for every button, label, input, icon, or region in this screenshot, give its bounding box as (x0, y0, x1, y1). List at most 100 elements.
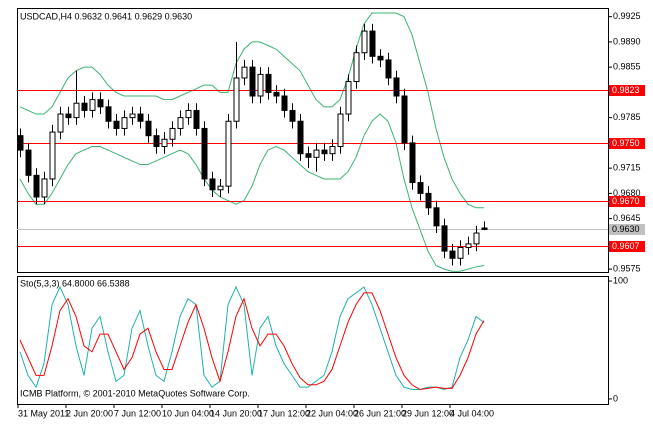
x-tick-label: 7 Jun 12:00 (114, 408, 161, 418)
chart-title: USDCAD,H4 0.9632 0.9641 0.9629 0.9630 (20, 11, 192, 21)
candle-body (105, 106, 112, 122)
candle-body (121, 117, 128, 129)
candle-body (297, 120, 304, 155)
candle-body (193, 109, 200, 129)
candle-body (265, 73, 272, 93)
level-label: 0.9823 (612, 85, 640, 95)
candle-body (161, 138, 168, 147)
overlay: USDCAD,H4 0.9632 0.9641 0.9629 0.9630 St… (17, 11, 645, 418)
x-tick-label: 31 May 2011 (18, 408, 69, 418)
y-tick-label: 0.9890 (613, 36, 641, 46)
candle-body (49, 131, 56, 180)
candle-body (153, 135, 160, 147)
candle-body (25, 149, 32, 176)
y-tick-label: 0.9715 (613, 163, 641, 173)
x-tick-label: 22 Jun 04:00 (306, 408, 358, 418)
upper-band (19, 12, 484, 209)
candle-body (409, 142, 416, 184)
candle-body (217, 185, 224, 191)
candle-body (145, 120, 152, 137)
candle-body (433, 207, 440, 227)
candle-body (113, 120, 120, 129)
candle-body (313, 149, 320, 158)
candle-body (65, 113, 72, 119)
candle-body (137, 113, 144, 122)
stochastic-line (19, 285, 485, 391)
candle-body (57, 113, 64, 133)
candle-body (361, 30, 368, 54)
candle-body (177, 117, 184, 129)
stochastic-line (19, 292, 485, 391)
candle-body (33, 174, 40, 198)
price-label-bg (609, 224, 645, 235)
candle-body (249, 66, 256, 97)
candle-body (401, 95, 408, 144)
x-tick-label: 10 Jun 04:00 (162, 408, 214, 418)
y-tick-label: 100 (613, 275, 628, 285)
candle-body (353, 52, 360, 83)
x-tick-label: 17 Jun 12:00 (258, 408, 310, 418)
y-tick-label: 0.9925 (613, 11, 641, 21)
candle-body (289, 109, 296, 122)
candle-body (73, 102, 80, 119)
level-label: 0.9750 (612, 138, 640, 148)
candle-body (201, 127, 208, 180)
candle-body (209, 178, 216, 191)
y-tick-label: 0.9785 (613, 112, 641, 122)
x-tick-label: 4 Jul 04:00 (450, 408, 494, 418)
main-plot (17, 12, 608, 272)
candle-body (377, 55, 384, 61)
candle-body (369, 30, 376, 57)
candle-body (441, 225, 448, 252)
level-label-bg (609, 241, 645, 252)
x-tick-label: 14 Jun 20:00 (210, 408, 262, 418)
candle-body (241, 66, 248, 79)
y-tick-label: 0 (613, 393, 618, 403)
candle-body (425, 192, 432, 209)
y-tick-label: 0.9645 (613, 213, 641, 223)
level-label-bg (609, 196, 645, 207)
candle-body (449, 250, 456, 259)
indicator-panel (17, 276, 609, 405)
indicator-plot (19, 285, 485, 391)
level-label: 0.9670 (612, 196, 640, 206)
candle-body (385, 59, 392, 79)
lower-band (19, 113, 485, 272)
level-label-bg (609, 85, 645, 96)
candle-body (273, 91, 280, 97)
candle-body (17, 135, 24, 151)
candle-body (257, 73, 264, 97)
candle-body (465, 243, 472, 248)
level-label-bg (609, 138, 645, 149)
candle-body (321, 149, 328, 155)
candle-body (417, 182, 424, 194)
y-tick-label: 0.9855 (613, 62, 641, 72)
level-label: 0.9607 (612, 241, 640, 251)
x-tick-label: 29 Jun 12:00 (402, 408, 454, 418)
candle-body (345, 81, 352, 115)
candle-body (473, 232, 480, 245)
indicator-title: Sto(5,3,3) 64.8000 66.5388 (20, 278, 130, 288)
candle-body (457, 246, 464, 259)
y-tick-label: 0.9575 (613, 263, 641, 273)
candle-body (41, 178, 48, 198)
candle-body (129, 113, 136, 119)
candle-body (169, 127, 176, 140)
candle-body (233, 77, 240, 122)
candle-body (305, 153, 312, 158)
candle-body (281, 95, 288, 111)
price-label: 0.9630 (612, 224, 640, 234)
candle-body (185, 109, 192, 119)
candle-body (337, 113, 344, 147)
candle-body (225, 120, 232, 187)
candle-body (329, 145, 336, 155)
y-tick-label: 0.9680 (613, 188, 641, 198)
watermark: ICMB Platform, © 2001-2010 MetaQuotes So… (20, 388, 250, 398)
candle-body (81, 102, 88, 111)
candle-body (97, 99, 104, 108)
candle-body (481, 227, 488, 230)
candle-body (393, 77, 400, 97)
x-tick-label: 26 Jun 21:00 (354, 408, 406, 418)
